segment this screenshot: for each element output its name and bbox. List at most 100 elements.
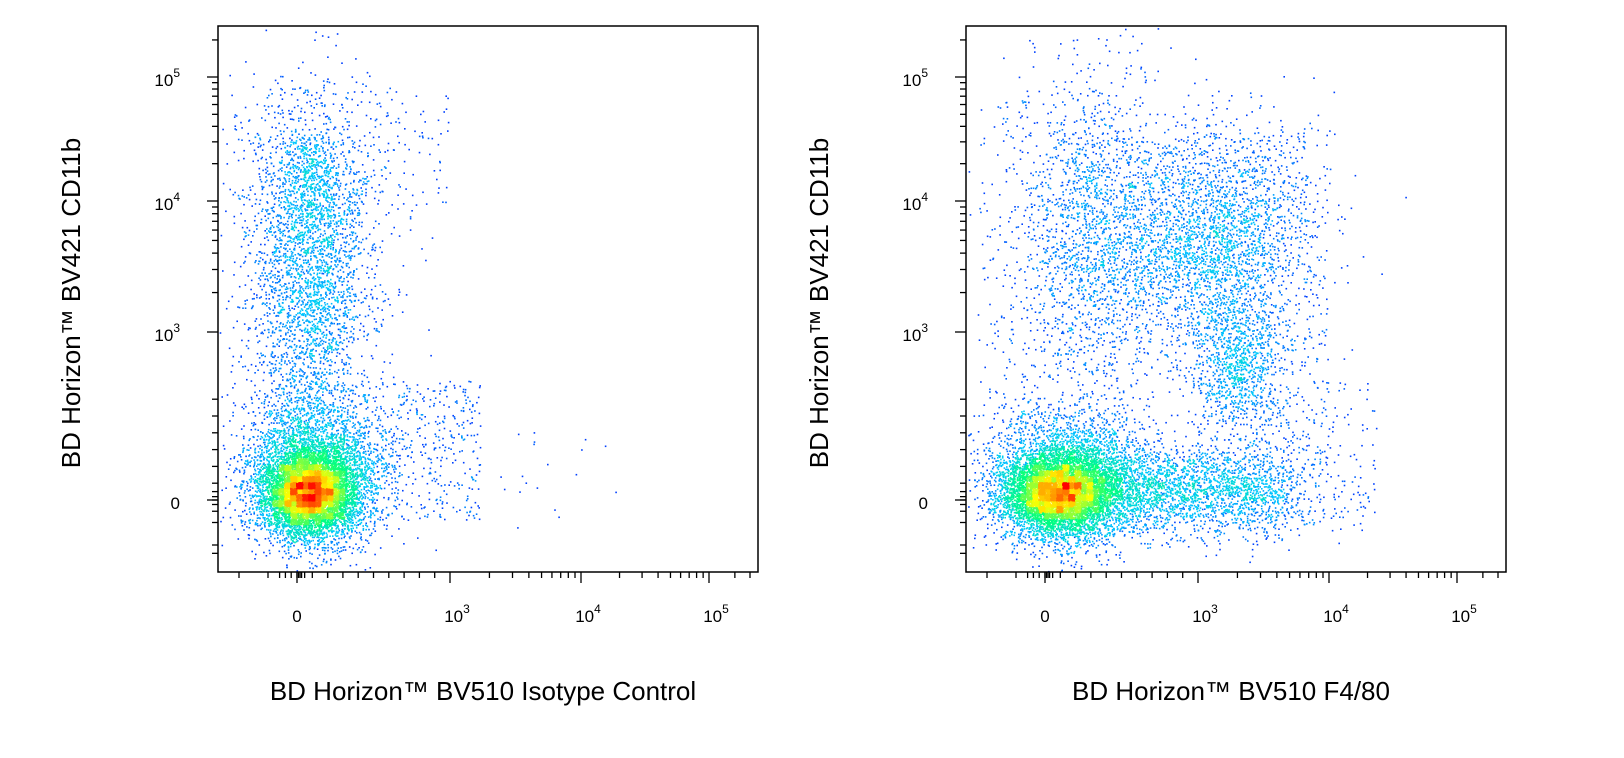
event-dot xyxy=(342,407,344,409)
event-dot xyxy=(349,432,352,434)
event-dot xyxy=(269,533,272,535)
event-dot xyxy=(291,133,294,136)
event-dot xyxy=(291,426,294,429)
event-dot xyxy=(284,298,287,301)
event-dot xyxy=(337,238,339,241)
event-dot xyxy=(328,142,330,145)
event-dot xyxy=(429,467,432,470)
event-dot xyxy=(290,255,293,257)
event-dot xyxy=(360,536,362,538)
event-dot xyxy=(300,286,303,288)
event-dot xyxy=(298,242,301,244)
event-dot xyxy=(367,457,369,460)
event-dot xyxy=(265,291,267,294)
event-dot xyxy=(337,291,340,293)
event-dot xyxy=(292,118,295,121)
event-dot xyxy=(243,447,245,449)
event-dot xyxy=(373,277,376,279)
event-dot xyxy=(315,257,318,259)
event-dot xyxy=(314,150,317,153)
event-dot xyxy=(432,390,435,392)
event-dot xyxy=(406,502,408,505)
event-dot xyxy=(344,188,347,190)
event-dot xyxy=(302,362,304,364)
event-dot xyxy=(327,56,329,58)
event-dot xyxy=(412,472,415,474)
event-dot xyxy=(248,252,251,254)
event-dot xyxy=(268,515,271,517)
event-dot xyxy=(291,374,294,377)
event-dot xyxy=(281,539,284,542)
event-dot xyxy=(377,487,379,489)
event-dot xyxy=(334,251,337,254)
event-dot xyxy=(325,196,328,198)
event-dot xyxy=(324,316,327,319)
event-dot xyxy=(325,222,327,225)
event-dot xyxy=(290,392,293,394)
event-dot xyxy=(247,369,250,372)
event-dot xyxy=(322,185,324,187)
event-dot xyxy=(384,412,387,415)
event-dot xyxy=(275,530,277,533)
event-dot xyxy=(289,326,291,329)
event-dot xyxy=(397,117,400,120)
event-dot xyxy=(364,450,367,453)
event-dot xyxy=(402,381,405,383)
event-dot xyxy=(263,446,266,449)
event-dot xyxy=(293,165,296,167)
event-dot xyxy=(305,413,308,415)
event-dot xyxy=(321,281,324,283)
event-dot xyxy=(288,315,290,317)
event-dot xyxy=(255,495,258,498)
event-dot xyxy=(427,422,430,425)
event-dot xyxy=(338,323,341,325)
event-dot xyxy=(307,301,309,304)
event-dot xyxy=(385,448,387,451)
event-dot xyxy=(315,397,318,400)
event-dot xyxy=(253,495,255,497)
event-dot xyxy=(337,547,340,549)
event-dot xyxy=(358,224,360,226)
event-dot xyxy=(323,531,326,534)
event-dot xyxy=(356,189,359,192)
event-dot xyxy=(371,297,374,300)
event-dot xyxy=(308,426,310,429)
event-dot xyxy=(367,432,369,435)
event-dot xyxy=(326,255,328,257)
event-dot xyxy=(309,235,312,237)
event-dot xyxy=(350,276,352,279)
event-dot xyxy=(289,273,291,276)
event-dot xyxy=(359,329,361,331)
event-dot xyxy=(262,514,264,516)
event-dot xyxy=(281,436,283,439)
event-dot xyxy=(393,226,395,229)
event-dot xyxy=(309,177,312,180)
event-dot xyxy=(346,435,349,438)
event-dot xyxy=(389,362,391,364)
event-dot xyxy=(365,191,367,194)
event-dot xyxy=(324,182,326,185)
event-dot xyxy=(325,337,327,339)
event-dot xyxy=(260,456,262,458)
event-dot xyxy=(449,380,451,383)
event-dot xyxy=(307,272,309,274)
event-dot xyxy=(323,374,325,376)
event-dot xyxy=(558,516,560,519)
event-dot xyxy=(270,157,272,159)
event-dot xyxy=(391,455,394,457)
event-dot xyxy=(604,445,607,448)
event-dot xyxy=(351,326,353,328)
event-dot xyxy=(439,496,442,498)
event-dot xyxy=(394,477,396,480)
event-dot xyxy=(341,233,344,235)
event-dot xyxy=(355,125,358,127)
event-dot xyxy=(310,188,312,191)
event-dot xyxy=(296,430,298,432)
event-dot xyxy=(251,457,253,459)
event-dot xyxy=(292,210,295,212)
event-dot xyxy=(240,520,243,522)
event-dot xyxy=(244,505,247,507)
event-dot xyxy=(309,267,312,270)
event-dot xyxy=(313,413,316,416)
event-dot xyxy=(402,438,405,441)
